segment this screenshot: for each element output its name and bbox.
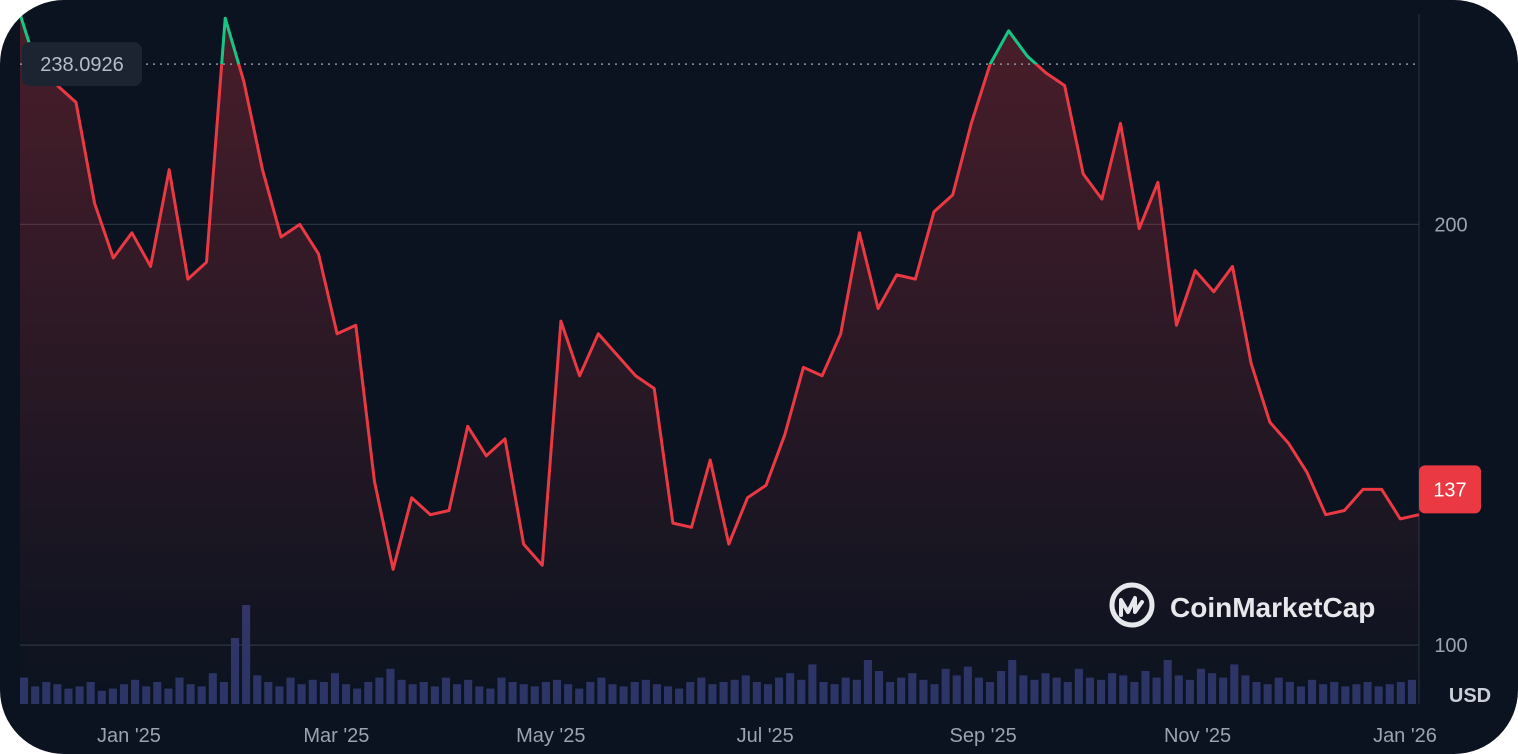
last-price-value: 137 [1433,479,1466,501]
x-tick-label: May '25 [516,725,585,747]
last-price-badge [1419,465,1481,514]
x-axis-labels: Jan '25 Mar '25 May '25 Jul '25 Sep '25 Nov '… [97,725,1437,747]
y-tick-label: 200 [1434,214,1467,236]
x-tick-label: Nov '25 [1164,725,1231,747]
watermark-text: CoinMarketCap [1170,592,1375,623]
y-axis-labels: 200 100 [1434,214,1467,657]
x-tick-label: Jul '25 [737,725,794,747]
reference-value: 238.0926 [40,54,123,76]
x-tick-label: Mar '25 [303,725,369,747]
y-tick-label: 100 [1434,635,1467,657]
price-area [20,14,1419,704]
x-tick-label: Jan '26 [1373,725,1437,747]
reference-label-bg [22,42,142,87]
coinmarketcap-logo-mark-icon [1119,596,1144,617]
coinmarketcap-logo-icon [1109,582,1155,628]
last-price-label: 137 [1419,465,1481,514]
currency-label: USD [1449,685,1491,707]
watermark: CoinMarketCap [1109,582,1375,628]
x-tick-label: Jan '25 [97,725,161,747]
x-tick-label: Sep '25 [950,725,1017,747]
reference-label: 238.0926 [22,42,142,87]
price-line-below [34,64,1420,571]
